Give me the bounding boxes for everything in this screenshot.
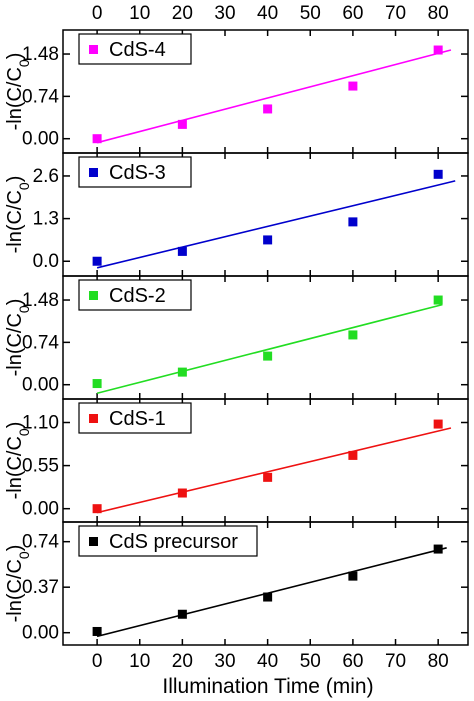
fit-line: [96, 303, 443, 395]
y-axis-title: -ln(C/C0): [4, 422, 32, 500]
fit-line: [96, 180, 456, 269]
y-axis-title: -ln(C/C0): [4, 53, 32, 131]
y-tick-label: 0.74: [22, 86, 59, 107]
y-tick-label: 1.10: [22, 413, 59, 434]
data-point: [92, 256, 102, 266]
x-tick-label: 0: [92, 651, 103, 672]
y-tick-label: 0.74: [22, 532, 59, 553]
data-point: [348, 571, 358, 581]
x-tick-label: 30: [214, 651, 235, 672]
panel-3: 0.00 0.55 1.10-ln(C/C0) CdS-1: [4, 398, 469, 523]
legend-marker: [89, 537, 98, 546]
x-tick-label: 20: [172, 651, 193, 672]
panel-2: 0.00 0.74 1.48-ln(C/C0) CdS-2: [4, 275, 469, 400]
data-point: [433, 544, 443, 554]
legend-label: CdS precursor: [109, 531, 238, 553]
data-point: [92, 134, 102, 144]
y-tick-label: 0.00: [22, 375, 59, 396]
data-point: [177, 246, 187, 256]
legend-label: CdS-4: [109, 39, 166, 61]
fit-line: [96, 427, 452, 514]
data-point: [348, 330, 358, 340]
x-tick-label: 70: [385, 651, 406, 672]
x-tick-label: 50: [300, 651, 321, 672]
data-point: [263, 351, 273, 361]
y-axis-title: -ln(C/C0): [4, 176, 32, 254]
legend-marker: [89, 414, 98, 423]
data-point: [177, 119, 187, 129]
y-tick-label: 0.74: [22, 332, 59, 353]
data-point: [177, 488, 187, 498]
x-tick-label: 80: [428, 651, 449, 672]
data-point: [433, 419, 443, 429]
panel-1: 0.0 1.3 2.6-ln(C/C0) CdS-3: [4, 152, 469, 277]
y-tick-label: 0.00: [22, 623, 59, 644]
x-tick-label-top: 40: [257, 3, 278, 24]
x-tick-label-top: 60: [342, 3, 363, 24]
x-tick-label-top: 20: [172, 3, 193, 24]
y-tick-label: 0.0: [33, 251, 59, 272]
x-tick-label-top: 50: [300, 3, 321, 24]
data-point: [348, 81, 358, 91]
y-tick-label: 1.48: [22, 44, 59, 65]
data-point: [348, 450, 358, 460]
data-point: [263, 592, 273, 602]
y-tick-label: 1.3: [33, 209, 59, 230]
data-point: [177, 609, 187, 619]
data-point: [348, 217, 358, 227]
panel-4: 0.00 0.37 0.74-ln(C/C0) CdS precursor: [4, 521, 469, 646]
panel-0: 0.00 0.74 1.48-ln(C/C0) CdS-4: [4, 29, 469, 154]
legend-label: CdS-2: [109, 285, 166, 307]
data-point: [92, 626, 102, 636]
x-tick-label: 40: [257, 651, 278, 672]
data-point: [433, 295, 443, 305]
data-point: [92, 504, 102, 514]
legend-label: CdS-1: [109, 408, 166, 430]
data-point: [433, 45, 443, 55]
legend-box: [78, 525, 258, 557]
x-tick-label-top: 70: [385, 3, 406, 24]
data-point: [92, 379, 102, 389]
legend-marker: [89, 45, 98, 54]
fit-line: [96, 547, 447, 638]
data-point: [263, 235, 273, 245]
y-tick-label: 2.6: [33, 166, 59, 187]
legend-marker: [89, 168, 98, 177]
data-point: [263, 104, 273, 114]
x-tick-label: 60: [342, 651, 363, 672]
x-tick-label-top: 30: [214, 3, 235, 24]
x-tick-label-top: 10: [129, 3, 150, 24]
y-tick-label: 1.48: [22, 290, 59, 311]
data-point: [177, 367, 187, 377]
fit-line: [96, 49, 452, 144]
y-tick-label: 0.00: [22, 499, 59, 520]
legend-label: CdS-3: [109, 162, 166, 184]
x-tick-label-top: 0: [92, 3, 103, 24]
data-point: [433, 169, 443, 179]
x-tick-label-top: 80: [428, 3, 449, 24]
y-tick-label: 0.55: [22, 456, 59, 477]
y-axis-title: -ln(C/C0): [4, 545, 32, 623]
x-axis-title: Illumination Time (min): [162, 675, 373, 698]
y-tick-label: 0.37: [22, 577, 59, 598]
panel-frame: [62, 521, 469, 646]
legend-marker: [89, 291, 98, 300]
x-tick-label: 10: [129, 651, 150, 672]
y-axis-title: -ln(C/C0): [4, 299, 32, 377]
data-point: [263, 472, 273, 482]
y-tick-label: 0.00: [22, 129, 59, 150]
